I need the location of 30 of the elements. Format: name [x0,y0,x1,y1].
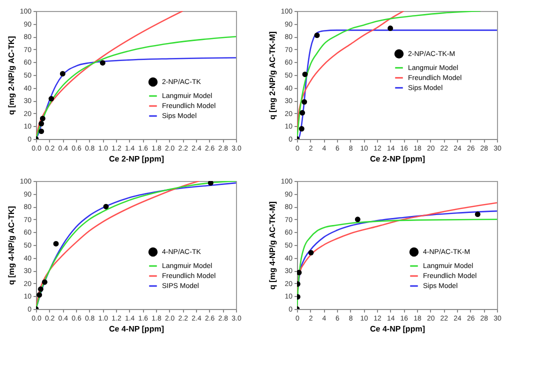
point [302,99,308,105]
point [36,292,42,298]
point [100,60,106,66]
y-axis-title: q [mg 4-NP/g AC-TK-M] [268,201,277,290]
point [60,70,66,76]
x-axis-title: Ce 2-NP [ppm] [109,154,164,164]
point [53,240,59,246]
y-axis-title: q [mg 2-NP/g AC-TK-M] [268,31,277,120]
y-axis-title: q [mg 4-NP/g AC-TK] [6,206,16,285]
x-axis-title: Ce 2-NP [ppm] [370,154,426,164]
point [38,120,44,126]
point [474,212,480,218]
point [38,286,44,292]
point [42,279,48,285]
point [308,250,314,256]
point [38,128,44,134]
point [302,72,308,78]
point [314,32,320,38]
x-axis-title: Ce 4-NP [ppm] [370,324,426,334]
point [103,204,109,210]
point [354,216,360,222]
point [208,181,214,186]
point [297,270,302,276]
point [388,26,394,32]
point [300,110,306,116]
x-axis-title: Ce 4-NP [ppm] [109,324,164,334]
y-axis-title: q [mg 2-NP/g AC-TK] [6,36,16,115]
point [48,96,54,102]
point [40,116,46,122]
point [298,126,304,132]
